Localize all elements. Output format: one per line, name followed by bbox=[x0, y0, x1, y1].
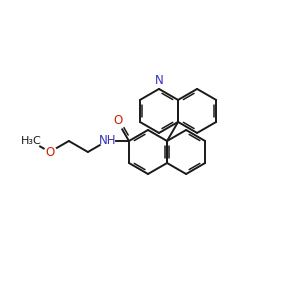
Text: O: O bbox=[113, 114, 123, 128]
Text: O: O bbox=[45, 146, 54, 158]
Text: N: N bbox=[155, 74, 164, 87]
Text: NH: NH bbox=[99, 134, 117, 148]
Text: H₃C: H₃C bbox=[21, 136, 42, 146]
